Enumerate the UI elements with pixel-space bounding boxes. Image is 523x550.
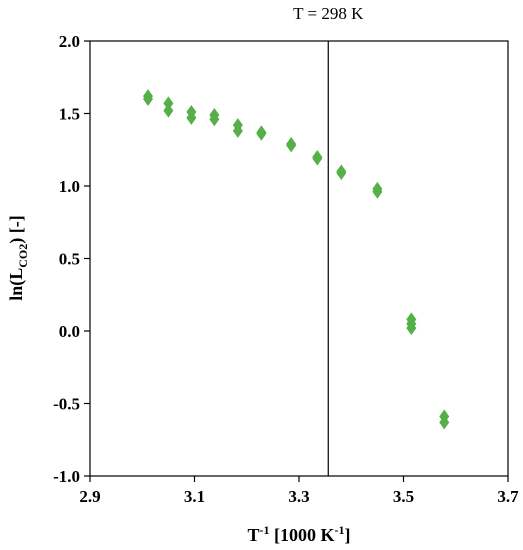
x-tick-label: 2.9 bbox=[79, 487, 100, 506]
y-axis-title-main: ln(L bbox=[6, 268, 27, 301]
x-tick-label: 3.7 bbox=[497, 487, 519, 506]
x-tick-label: 3.5 bbox=[393, 487, 414, 506]
y-axis-title: ln(LCO2) [-] bbox=[6, 215, 30, 301]
data-point bbox=[232, 123, 243, 138]
data-points bbox=[142, 89, 450, 430]
x-axis-title-rest: [1000 K bbox=[270, 525, 335, 545]
y-tick-label: 0.5 bbox=[59, 250, 80, 269]
data-point bbox=[163, 103, 174, 118]
data-point bbox=[142, 92, 153, 106]
plot-area bbox=[89, 40, 509, 477]
x-axis-title-main: T bbox=[247, 525, 259, 545]
data-point bbox=[372, 184, 383, 199]
x-axis-title-end: ] bbox=[345, 525, 351, 545]
ticks-layer: 2.9 3.1 3.3 3.5 3.7 -1.0 -0.5 0.0 0.5 1.0 1.5 2.0 bbox=[53, 32, 519, 506]
data-point bbox=[256, 126, 267, 141]
data-point bbox=[406, 321, 417, 336]
data-point bbox=[439, 415, 450, 430]
x-axis-title: T-1 [1000 K-1] bbox=[247, 523, 350, 545]
y-axis-title-sub: CO2 bbox=[16, 244, 30, 268]
x-tick-label: 3.1 bbox=[184, 487, 205, 506]
data-point bbox=[312, 151, 323, 166]
y-tick-label: 0.0 bbox=[59, 322, 80, 341]
y-tick-label: 2.0 bbox=[59, 32, 80, 51]
reference-line-label: T = 298 K bbox=[293, 4, 364, 23]
y-tick-label: 1.5 bbox=[59, 105, 80, 124]
x-axis-title-sup: -1 bbox=[260, 523, 270, 537]
data-point bbox=[186, 110, 197, 125]
x-axis-title-rest-sup: -1 bbox=[335, 523, 345, 537]
data-point bbox=[163, 96, 174, 111]
data-point bbox=[336, 165, 347, 180]
y-tick-label: -1.0 bbox=[53, 467, 80, 486]
y-tick-label: -0.5 bbox=[53, 395, 80, 414]
data-point bbox=[209, 112, 220, 127]
data-point bbox=[286, 138, 297, 153]
y-tick-label: 1.0 bbox=[59, 177, 80, 196]
x-tick-label: 3.3 bbox=[288, 487, 309, 506]
y-axis-title-rest: ) [-] bbox=[6, 215, 27, 243]
